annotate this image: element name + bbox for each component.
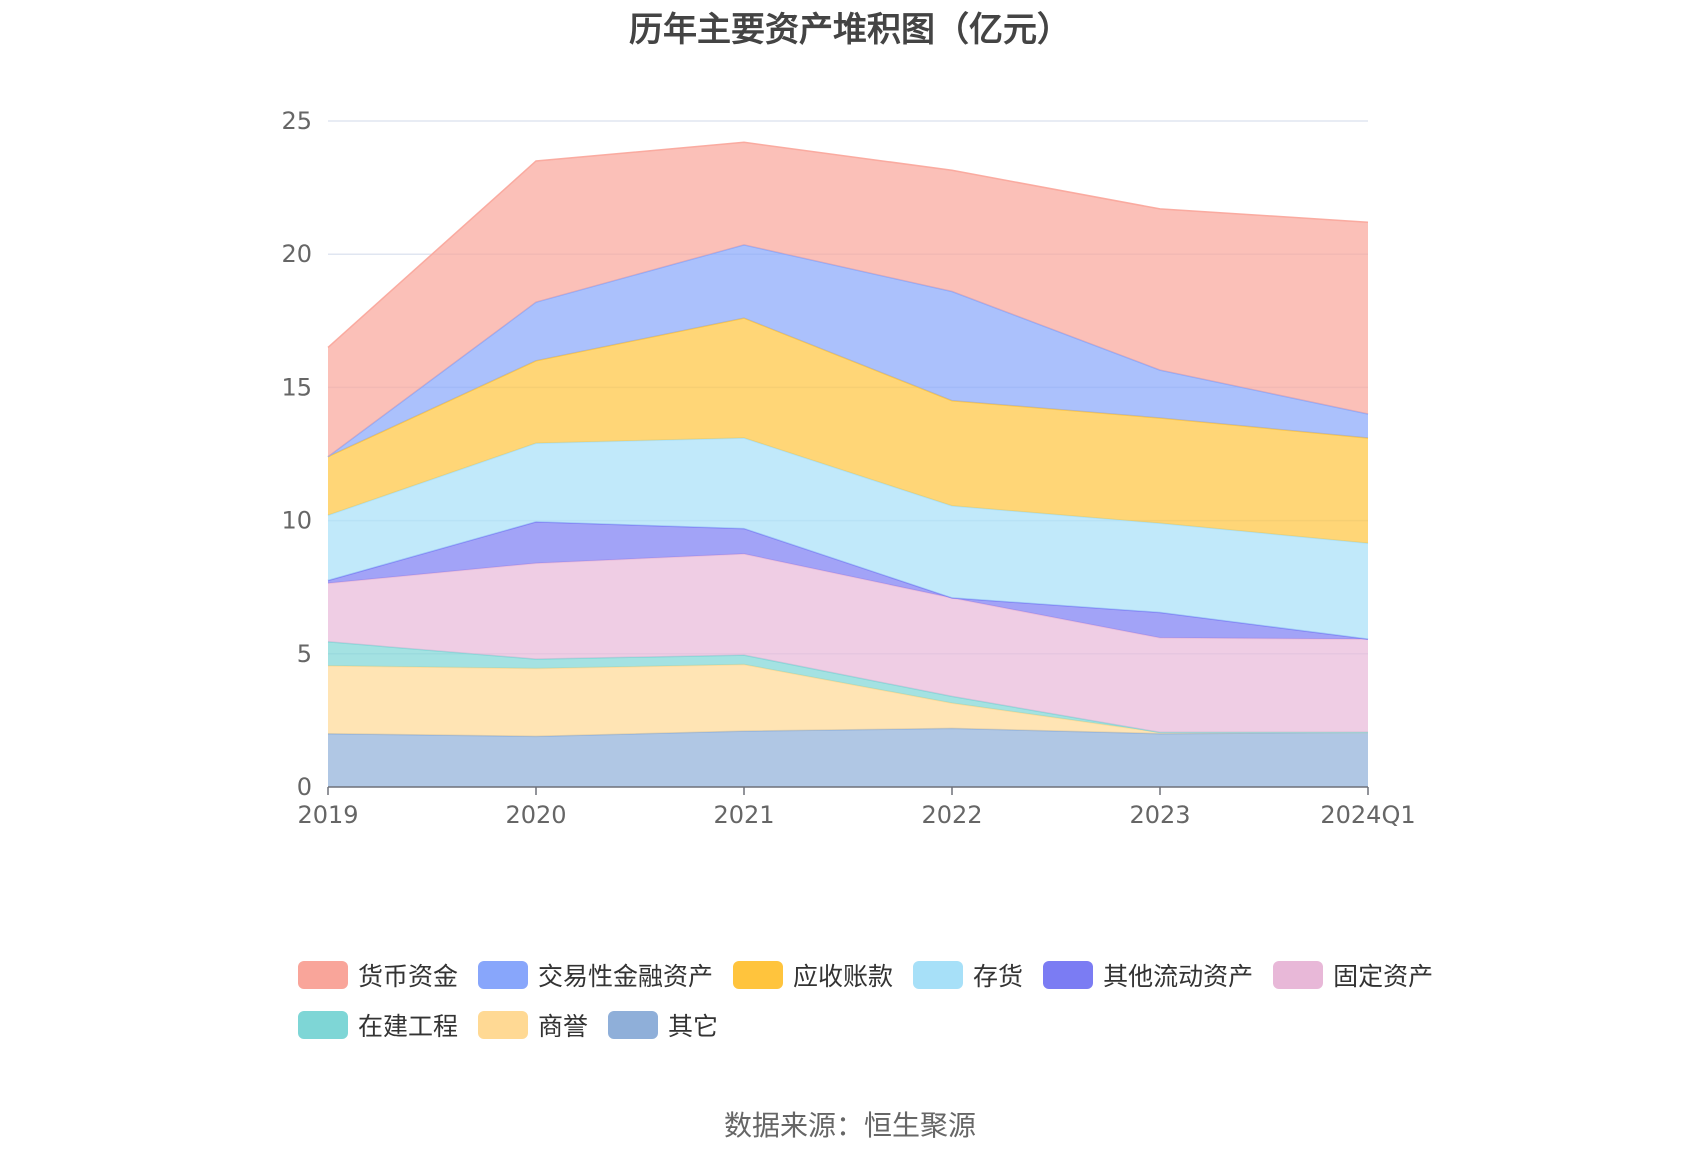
y-tick-label: 25 (281, 107, 312, 135)
x-tick-label: 2021 (713, 801, 774, 829)
y-tick-label: 0 (297, 773, 312, 801)
legend-swatch (1273, 961, 1324, 989)
legend-label: 其他流动资产 (1103, 962, 1254, 991)
legend-swatch (913, 961, 964, 989)
legend-item[interactable]: 在建工程 (298, 1007, 458, 1043)
area-货币资金 (328, 142, 1368, 457)
y-tick-label: 10 (281, 507, 312, 535)
legend-swatch (298, 1011, 348, 1039)
x-tick-label: 2020 (505, 801, 566, 829)
area-应收账款 (328, 318, 1368, 544)
y-tick-label: 15 (281, 373, 312, 401)
x-tick-label: 2019 (297, 801, 358, 829)
axes: 0 5 10 15 20 25 2019 2020 2021 2022 2023 2024Q1 (281, 107, 1415, 829)
area-在建工程 (328, 641, 1368, 733)
legend-swatch (1043, 961, 1094, 989)
legend-label: 应收账款 (793, 962, 894, 991)
chart-title: 历年主要资产堆积图（亿元） (629, 10, 1071, 50)
area-存货 (328, 438, 1368, 640)
area-固定资产 (328, 553, 1368, 733)
legend-label: 在建工程 (358, 1012, 459, 1041)
legend-item[interactable]: 货币资金 (298, 957, 458, 993)
legend-item[interactable]: 存货 (913, 957, 1023, 993)
area-交易性金融资产 (328, 244, 1368, 457)
legend-item[interactable]: 应收账款 (733, 957, 893, 993)
y-tick-label: 5 (297, 640, 312, 668)
legend-item[interactable]: 固定资产 (1273, 957, 1433, 993)
legend-swatch (298, 961, 348, 989)
legend-label: 其它 (668, 1012, 719, 1041)
area-其它 (328, 728, 1368, 787)
area-series (327, 141, 1369, 787)
legend: 货币资金 交易性金融资产 应收账款 存货 其他流动资产 固定资产在建工程 商誉 其它 (298, 950, 1478, 1050)
legend-row: 在建工程 商誉 其它 (298, 1000, 1478, 1050)
x-tick-label: 2024Q1 (1320, 801, 1415, 829)
area-edge-货币资金 (327, 141, 1369, 348)
area-其他流动资产 (328, 521, 1368, 640)
x-tick-label: 2022 (921, 801, 982, 829)
legend-label: 固定资产 (1333, 962, 1434, 991)
legend-item[interactable]: 其它 (608, 1007, 718, 1043)
source-note: 数据来源：恒生聚源 (723, 1109, 976, 1142)
area-商誉 (328, 664, 1368, 737)
legend-label: 商誉 (538, 1012, 589, 1041)
legend-label: 交易性金融资产 (538, 962, 714, 991)
legend-item[interactable]: 其他流动资产 (1043, 957, 1253, 993)
y-tick-label: 20 (281, 240, 312, 268)
legend-swatch (608, 1011, 659, 1039)
legend-swatch (733, 961, 784, 989)
legend-label: 存货 (973, 962, 1024, 991)
legend-item[interactable]: 交易性金融资产 (478, 957, 713, 993)
x-tick-label: 2023 (1129, 801, 1190, 829)
legend-label: 货币资金 (358, 962, 459, 991)
legend-row: 货币资金 交易性金融资产 应收账款 存货 其他流动资产 固定资产 (298, 950, 1478, 1000)
legend-swatch (478, 1011, 529, 1039)
legend-item[interactable]: 商誉 (478, 1007, 588, 1043)
legend-swatch (478, 961, 529, 989)
